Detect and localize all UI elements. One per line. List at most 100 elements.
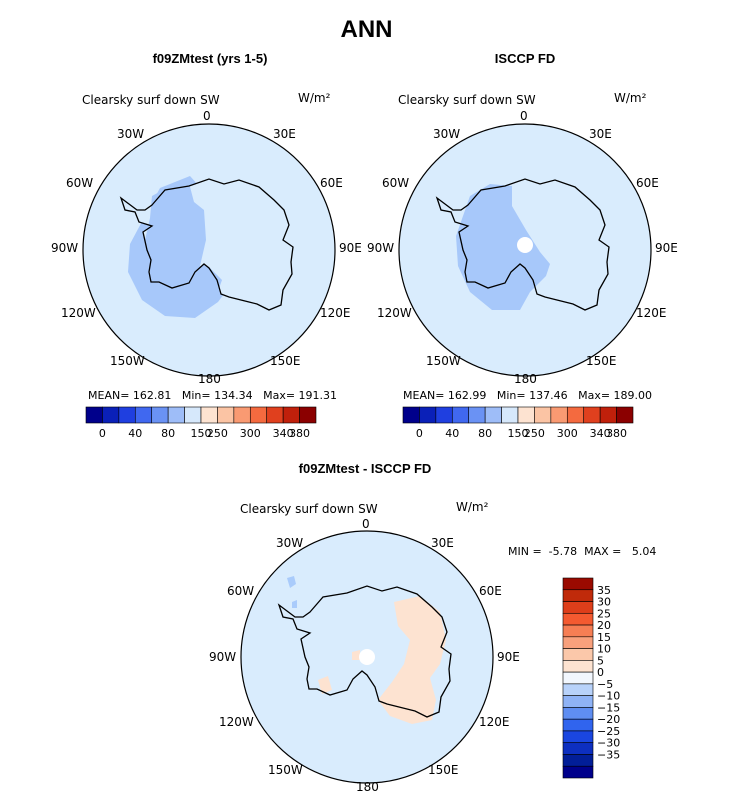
colorbar-swatch (599, 406, 617, 424)
lon-label-30w: 30W (117, 127, 145, 141)
colorbar-swatch (217, 406, 235, 424)
colorbar-tick-label: 300 (240, 427, 261, 440)
lon-label-150w: 150W (426, 354, 461, 368)
colorbar-tick-label: 380 (289, 427, 310, 440)
colorbar-tick-label: 80 (478, 427, 492, 440)
colorbar-swatch (468, 406, 486, 424)
lon-label-180: 180 (198, 372, 221, 386)
colorbar-tick-label: −30 (597, 737, 620, 750)
colorbar-swatch (562, 648, 594, 661)
colorbar-tick-label: 30 (597, 596, 611, 609)
colorbar-swatch (562, 671, 594, 685)
colorbar-swatch (562, 695, 594, 708)
lon-label-90w: 90W (51, 241, 79, 255)
lon-label-90w: 90W (367, 241, 395, 255)
colorbar-swatch (266, 406, 284, 424)
field-label: Clearsky surf down SW (240, 502, 378, 516)
colorbar-tick-label: 250 (207, 427, 228, 440)
lon-label-120w: 120W (377, 306, 412, 320)
colorbar-swatch (562, 624, 594, 638)
colorbar-tick-label: 15 (597, 631, 611, 644)
colorbar-swatch (562, 754, 594, 767)
colorbar-tick-label: 340 (590, 427, 611, 440)
colorbar-tick-label: 300 (557, 427, 578, 440)
lon-label-120w: 120W (219, 715, 254, 729)
colorbar-swatch (616, 406, 634, 424)
lon-label-30e: 30E (589, 127, 612, 141)
colorbar-tick-label: 10 (597, 643, 611, 656)
lon-label-180: 180 (514, 372, 537, 386)
field-label: Clearsky surf down SW (398, 93, 536, 107)
stats-text: MIN = -5.78 MAX = 5.04 (508, 545, 657, 558)
positive-diff-region (378, 596, 446, 724)
lon-label-90e: 90E (655, 241, 678, 255)
lon-label-0: 0 (362, 517, 370, 531)
colorbar-swatch (184, 406, 202, 424)
colorbar-swatch (562, 765, 594, 779)
colorbar-swatch (501, 406, 519, 424)
panel-diff-heading: f09ZMtest - ISCCP FD (298, 461, 432, 476)
panel-model-heading: f09ZMtest (yrs 1-5) (152, 51, 268, 66)
colorbar-swatch (419, 406, 437, 424)
colorbar-tick-label: 35 (597, 584, 611, 597)
lon-label-150w: 150W (110, 354, 145, 368)
colorbar-swatch (102, 406, 120, 424)
colorbar-swatch (233, 406, 251, 424)
lon-label-120e: 120E (320, 306, 351, 320)
lon-label-150e: 150E (428, 763, 459, 777)
colorbar-tick-label: −5 (597, 678, 613, 691)
colorbar-swatch (583, 406, 601, 424)
colorbar-swatch (562, 612, 594, 626)
lon-label-90w: 90W (209, 650, 237, 664)
colorbar-swatch (451, 406, 470, 424)
colorbar-swatch (550, 406, 568, 424)
lon-label-60e: 60E (479, 584, 502, 598)
colorbar-swatch (282, 406, 300, 424)
colorbar-tick-label: −10 (597, 690, 620, 703)
colorbar-tick-label: 0 (99, 427, 106, 440)
lon-label-180: 180 (356, 780, 379, 794)
colorbar-swatch (562, 636, 594, 649)
colorbar-tick-label: 5 (597, 654, 604, 667)
units-label: W/m² (614, 91, 647, 105)
lon-label-90e: 90E (497, 650, 520, 664)
missing-data-hole (517, 237, 533, 253)
stats-text: MEAN= 162.99 Min= 137.46 Max= 189.00 (403, 389, 653, 402)
lon-label-60e: 60E (320, 176, 343, 190)
colorbar-swatch (151, 406, 169, 424)
lon-label-120e: 120E (636, 306, 667, 320)
missing-data-hole (359, 649, 375, 665)
colorbar-swatch (484, 406, 502, 424)
colorbar-swatch (562, 577, 594, 591)
colorbar-tick-label: 40 (128, 427, 142, 440)
colorbar-swatch (200, 406, 218, 424)
colorbar-tick-label: −15 (597, 701, 620, 714)
colorbar-swatch (402, 406, 420, 424)
colorbar-tick-label: −25 (597, 725, 620, 738)
negative-diff-region (287, 576, 296, 588)
units-label: W/m² (298, 91, 331, 105)
colorbar-swatch (85, 406, 103, 424)
lon-label-120w: 120W (61, 306, 96, 320)
map-diff (240, 530, 494, 784)
colorbar-swatch (435, 406, 453, 424)
lon-label-150e: 150E (270, 354, 301, 368)
lon-label-30w: 30W (276, 536, 304, 550)
stats-text: MEAN= 162.81 Min= 134.34 Max= 191.31 (88, 389, 338, 402)
map-model (82, 123, 336, 377)
colorbar-swatch (562, 742, 594, 755)
colorbar-swatch (562, 589, 594, 602)
lon-label-60e: 60E (636, 176, 659, 190)
lon-label-120e: 120E (479, 715, 510, 729)
colorbar-tick-label: 40 (445, 427, 459, 440)
map-obs (398, 123, 652, 377)
colorbar-tick-label: −20 (597, 713, 620, 726)
lon-label-30e: 30E (273, 127, 296, 141)
colorbar-tick-label: 150 (191, 427, 212, 440)
lon-label-150w: 150W (268, 763, 303, 777)
colorbar-swatch (562, 601, 594, 614)
lon-label-60w: 60W (227, 584, 255, 598)
